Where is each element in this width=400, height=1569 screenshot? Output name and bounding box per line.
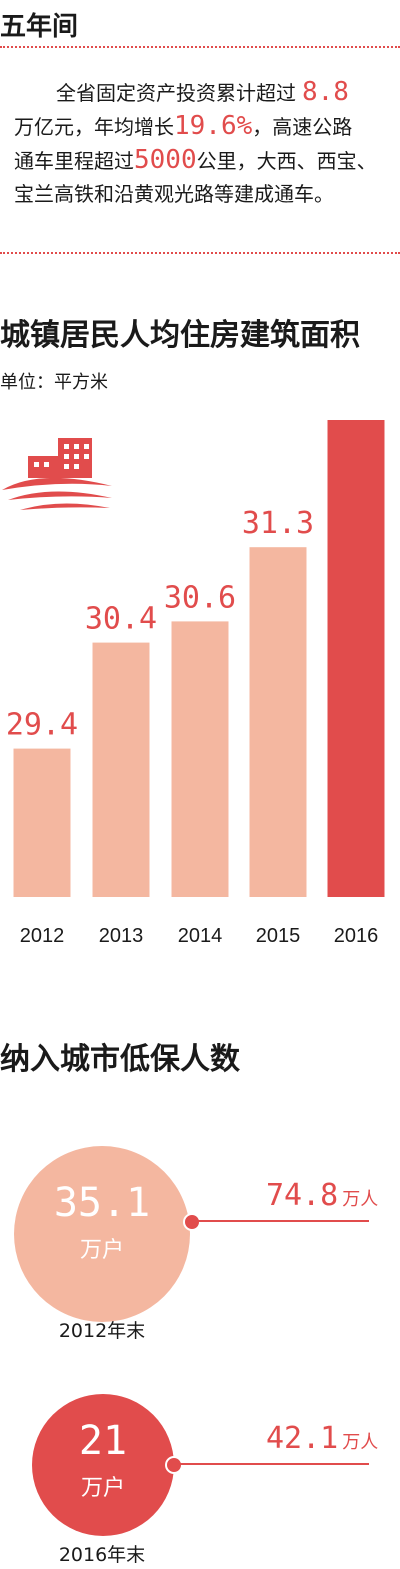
x-tick-label-2012: 2012 <box>20 925 65 947</box>
year-label-2016: 2016年末 <box>58 1544 146 1566</box>
unit-label: 单位：平方米 <box>0 372 108 393</box>
paragraph-line-3: 通车里程超过5000公里，大西、西宝、 <box>14 144 394 178</box>
connector-line-2016 <box>179 1463 369 1465</box>
x-tick-label-2015: 2015 <box>256 925 301 947</box>
bar-value-label-2014: 30.6 <box>164 580 236 615</box>
divider-bottom <box>0 252 400 254</box>
circle-value-2016: 21 <box>78 1418 128 1464</box>
para-text: ，高速公路 <box>252 115 353 139</box>
right-stat-2012: 74.8 万人 <box>266 1178 378 1213</box>
right-unit-2012: 万人 <box>342 1189 379 1210</box>
para-text: 通车里程超过 <box>14 149 134 173</box>
paragraph-line-2: 万亿元，年均增长19.6%，高速公路 <box>14 110 394 144</box>
bar-2012 <box>13 748 71 897</box>
para-text: 宝兰高铁和沿黄观光路等建成通车。 <box>14 182 334 206</box>
connector-dot-2012 <box>183 1213 201 1231</box>
highway-mileage-value: 5000 <box>134 145 197 175</box>
paragraph-line-1: 全省固定资产投资累计超过 8.8 <box>14 76 394 110</box>
bar-value-label-2015: 31.3 <box>242 506 314 541</box>
x-tick-label-2014: 2014 <box>178 925 223 947</box>
section-title-five-years: 五年间 <box>0 12 79 42</box>
circle-value-2012: 35.1 <box>53 1180 151 1226</box>
bar-2014 <box>171 621 229 897</box>
bar-2016 <box>327 420 385 897</box>
right-stat-2016: 42.1 万人 <box>266 1421 378 1456</box>
bar-value-label-2012: 29.4 <box>6 708 78 743</box>
x-tick-label-2013: 2013 <box>99 925 144 947</box>
connector-dot-2016 <box>165 1456 183 1474</box>
circle-unit-2012: 万户 <box>79 1238 124 1263</box>
building-logo-icon <box>2 438 112 510</box>
connector-line-2012 <box>197 1220 369 1222</box>
divider-top <box>0 46 400 48</box>
para-text: 全省固定资产投资累计超过 <box>56 81 296 105</box>
section-title-subsistence: 纳入城市低保人数 <box>0 1042 240 1077</box>
year-label-2012: 2012年末 <box>58 1320 146 1342</box>
circle-2012 <box>14 1146 190 1322</box>
circle-unit-2016: 万户 <box>80 1476 125 1501</box>
investment-paragraph: 全省固定资产投资累计超过 8.8 万亿元，年均增长19.6%，高速公路 通车里程超… <box>14 76 394 211</box>
growth-rate-value: 19.6% <box>174 111 253 141</box>
bar-value-label-2013: 30.4 <box>85 602 157 637</box>
right-unit-2016: 万人 <box>342 1432 379 1453</box>
bar-2015 <box>249 547 307 897</box>
paragraph-line-4: 宝兰高铁和沿黄观光路等建成通车。 <box>14 178 394 211</box>
investment-total-value: 8.8 <box>302 77 349 107</box>
bar-2013 <box>92 642 150 897</box>
right-value-2016: 42.1 <box>266 1421 339 1456</box>
para-text: 公里，大西、西宝、 <box>196 149 377 173</box>
para-text: 万亿元，年均增长 <box>14 115 174 139</box>
x-tick-label-2016: 2016 <box>334 925 379 947</box>
circle-2016 <box>32 1394 174 1536</box>
section-title-housing-area: 城镇居民人均住房建筑面积 <box>0 318 360 353</box>
right-value-2012: 74.8 <box>266 1178 339 1213</box>
